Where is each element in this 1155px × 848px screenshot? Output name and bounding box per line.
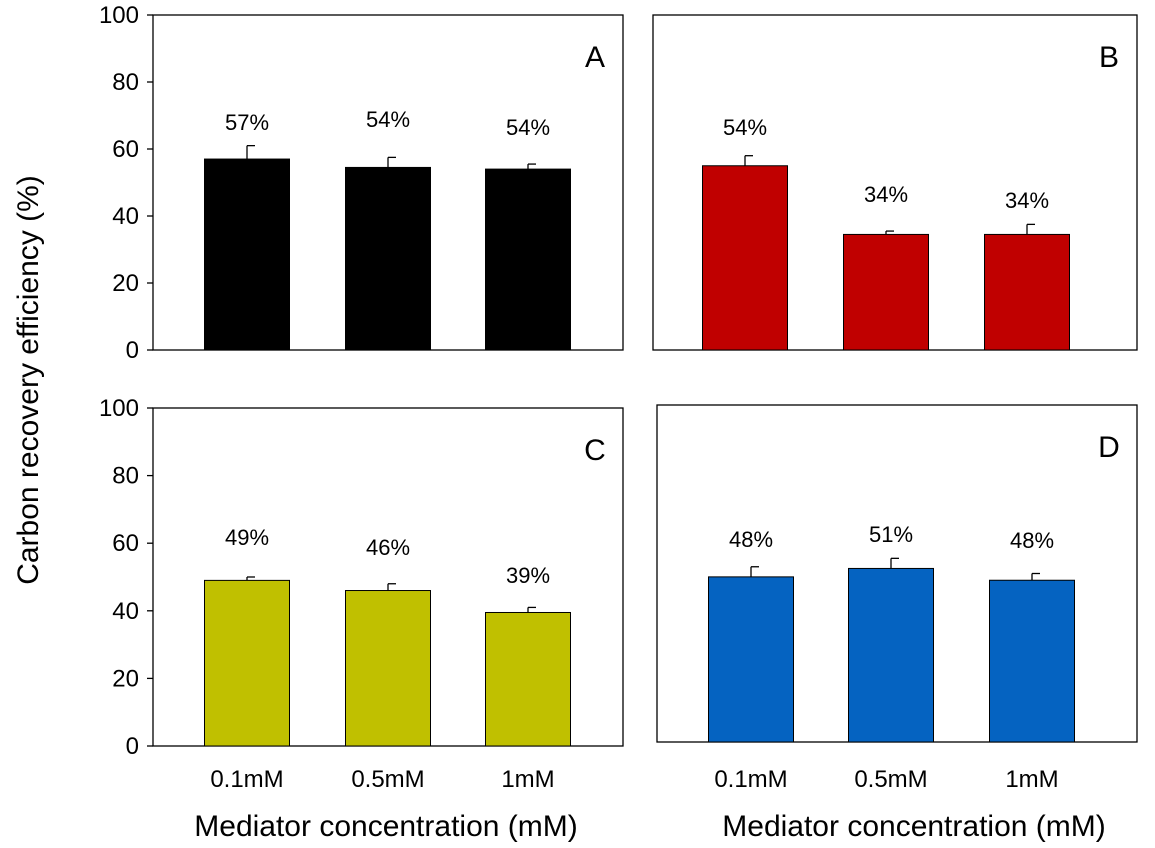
y-tick-label: 0 [126, 337, 139, 364]
bar [204, 158, 290, 351]
x-tick-label: 1mM [501, 766, 554, 793]
panel-label: B [1099, 41, 1119, 74]
y-tick-label: 20 [112, 665, 139, 692]
y-tick-label: 80 [112, 463, 139, 490]
y-tick-label: 0 [126, 733, 139, 760]
panel-d: 48% 0.1mM 51% 0.5mM 48% 1mM D [656, 404, 1138, 793]
bar [702, 165, 788, 351]
data-label: 51% [869, 522, 913, 547]
panel-label: C [584, 434, 606, 467]
panel-label: D [1098, 431, 1120, 464]
data-label: 54% [366, 107, 410, 132]
x-axis-title-right: Mediator concentration (mM) [722, 810, 1105, 843]
y-axis-title: Carbon recovery efficiency (%) [12, 175, 45, 585]
bar [989, 579, 1075, 743]
chart-panels: 0 20 40 60 80 100 57% 54% 54% A 54% 34% 34% B 0 20 40 60 8… [99, 2, 1138, 793]
y-tick-label: 80 [112, 69, 139, 96]
data-label: 46% [366, 535, 410, 560]
bar [848, 567, 934, 743]
x-tick-label: 0.1mM [714, 766, 787, 793]
x-tick-label: 0.5mM [351, 766, 424, 793]
data-label: 48% [1010, 528, 1054, 553]
panel-c: 0 20 40 60 80 100 49% 0.1mM 46% 0.5mM 39% 1mM C [99, 395, 624, 793]
data-label: 54% [506, 115, 550, 140]
panel-label: A [585, 41, 605, 74]
bar [485, 611, 571, 747]
bar [345, 166, 431, 351]
x-axis-title-left: Mediator concentration (mM) [194, 810, 577, 843]
y-tick-label: 40 [112, 598, 139, 625]
y-tick-label: 60 [112, 136, 139, 163]
data-label: 34% [864, 182, 908, 207]
panel-a: 0 20 40 60 80 100 57% 54% 54% A [99, 2, 624, 364]
bar [345, 590, 431, 747]
x-tick-label: 0.5mM [854, 766, 927, 793]
bar [843, 233, 929, 351]
y-tick-label: 100 [99, 395, 139, 422]
data-label: 54% [723, 115, 767, 140]
y-tick-label: 20 [112, 270, 139, 297]
y-tick-label: 60 [112, 530, 139, 557]
y-tick-label: 40 [112, 203, 139, 230]
data-label: 49% [225, 525, 269, 550]
y-tick-label: 100 [99, 2, 139, 29]
panel-b: 54% 34% 34% B [652, 14, 1138, 351]
x-tick-label: 1mM [1005, 766, 1058, 793]
bar [708, 576, 794, 743]
bar [984, 233, 1070, 351]
x-tick-label: 0.1mM [210, 766, 283, 793]
bar [204, 579, 290, 747]
data-label: 39% [506, 563, 550, 588]
data-label: 48% [729, 527, 773, 552]
data-label: 57% [225, 110, 269, 135]
bar [485, 168, 571, 351]
data-label: 34% [1005, 188, 1049, 213]
